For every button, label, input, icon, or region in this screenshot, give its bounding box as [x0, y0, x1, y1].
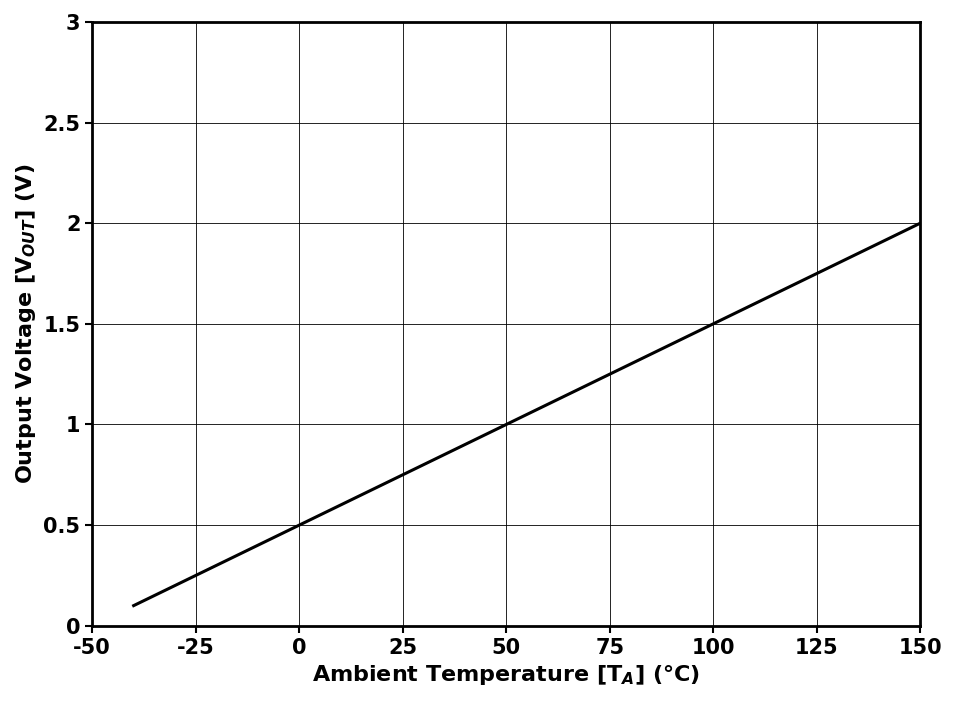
- X-axis label: Ambient Temperature [T$_A$] (°C): Ambient Temperature [T$_A$] (°C): [313, 663, 701, 687]
- Y-axis label: Output Voltage [V$_{OUT}$] (V): Output Voltage [V$_{OUT}$] (V): [14, 163, 38, 484]
